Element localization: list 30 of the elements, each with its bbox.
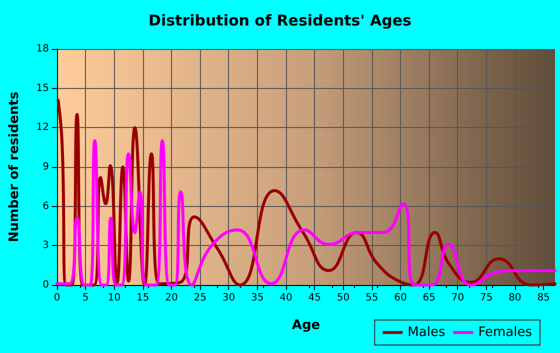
x-tick-label: 75 xyxy=(480,292,493,304)
x-tick-label: 55 xyxy=(365,292,378,304)
x-tick-label: 5 xyxy=(82,292,89,304)
x-tick-label: 70 xyxy=(451,292,464,304)
y-tick-label: 15 xyxy=(36,82,49,94)
legend-label: Males xyxy=(408,325,446,340)
y-tick-label: 3 xyxy=(42,240,49,252)
y-tick-label: 0 xyxy=(42,280,49,290)
x-tick-label: 35 xyxy=(250,292,264,304)
x-tick-label: 30 xyxy=(222,292,236,304)
y-tick-label: 6 xyxy=(42,200,49,212)
x-tick-label: 10 xyxy=(108,292,121,304)
x-tick-label: 65 xyxy=(422,292,436,304)
y-tick-label: 18 xyxy=(36,44,49,54)
x-tick-label: 50 xyxy=(336,292,350,304)
x-axis-title: Age xyxy=(292,318,320,333)
x-tick-label: 25 xyxy=(194,292,206,304)
x-tick-label: 0 xyxy=(54,292,60,304)
y-axis-title: Number of residents xyxy=(7,91,22,242)
x-tick-label: 80 xyxy=(508,292,522,304)
x-tick-label: 40 xyxy=(280,292,292,304)
x-tick-label: 15 xyxy=(136,292,150,304)
y-tick-label: 12 xyxy=(36,122,49,134)
x-tick-label: 60 xyxy=(394,292,407,304)
y-tick-label: 9 xyxy=(42,162,49,172)
legend-label: Females xyxy=(478,325,532,340)
chart-title: Distribution of Residents' Ages xyxy=(148,12,412,30)
x-tick-label: 20 xyxy=(165,292,178,304)
x-tick-label: 85 xyxy=(537,292,550,304)
x-tick-label: 45 xyxy=(308,292,321,304)
